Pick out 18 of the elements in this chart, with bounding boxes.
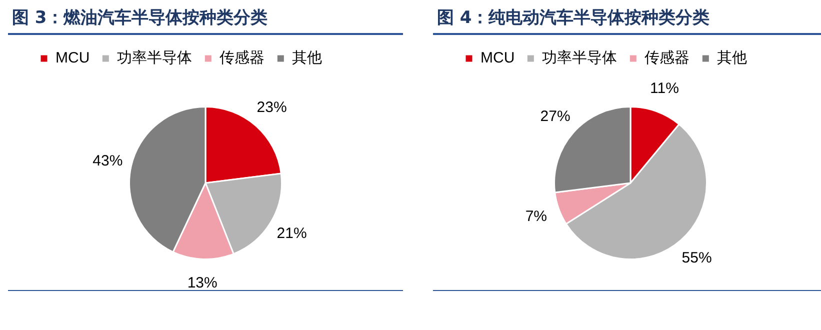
data-label: 27% (540, 108, 570, 125)
legend-label: 传感器 (220, 50, 265, 67)
chart-title: 图 4：纯电动汽车半导体按种类分类 (433, 0, 821, 35)
data-label: 21% (276, 225, 307, 242)
data-label: 7% (525, 208, 548, 226)
chart-title: 图 3：燃油汽车半导体按种类分类 (8, 0, 403, 35)
data-label: 55% (682, 249, 712, 266)
legend-label: MCU (56, 50, 90, 67)
data-label: 43% (92, 152, 123, 170)
data-label: 13% (187, 274, 218, 292)
legend-label: MCU (480, 50, 515, 67)
legend-label: 其他 (717, 50, 748, 67)
legend-label: 传感器 (644, 50, 690, 67)
legend-label: 其他 (292, 50, 322, 67)
legend-label: 功率半导体 (117, 50, 192, 67)
data-label: 23% (256, 98, 287, 116)
legend-label: 功率半导体 (542, 50, 618, 67)
data-label: 11% (650, 80, 679, 97)
